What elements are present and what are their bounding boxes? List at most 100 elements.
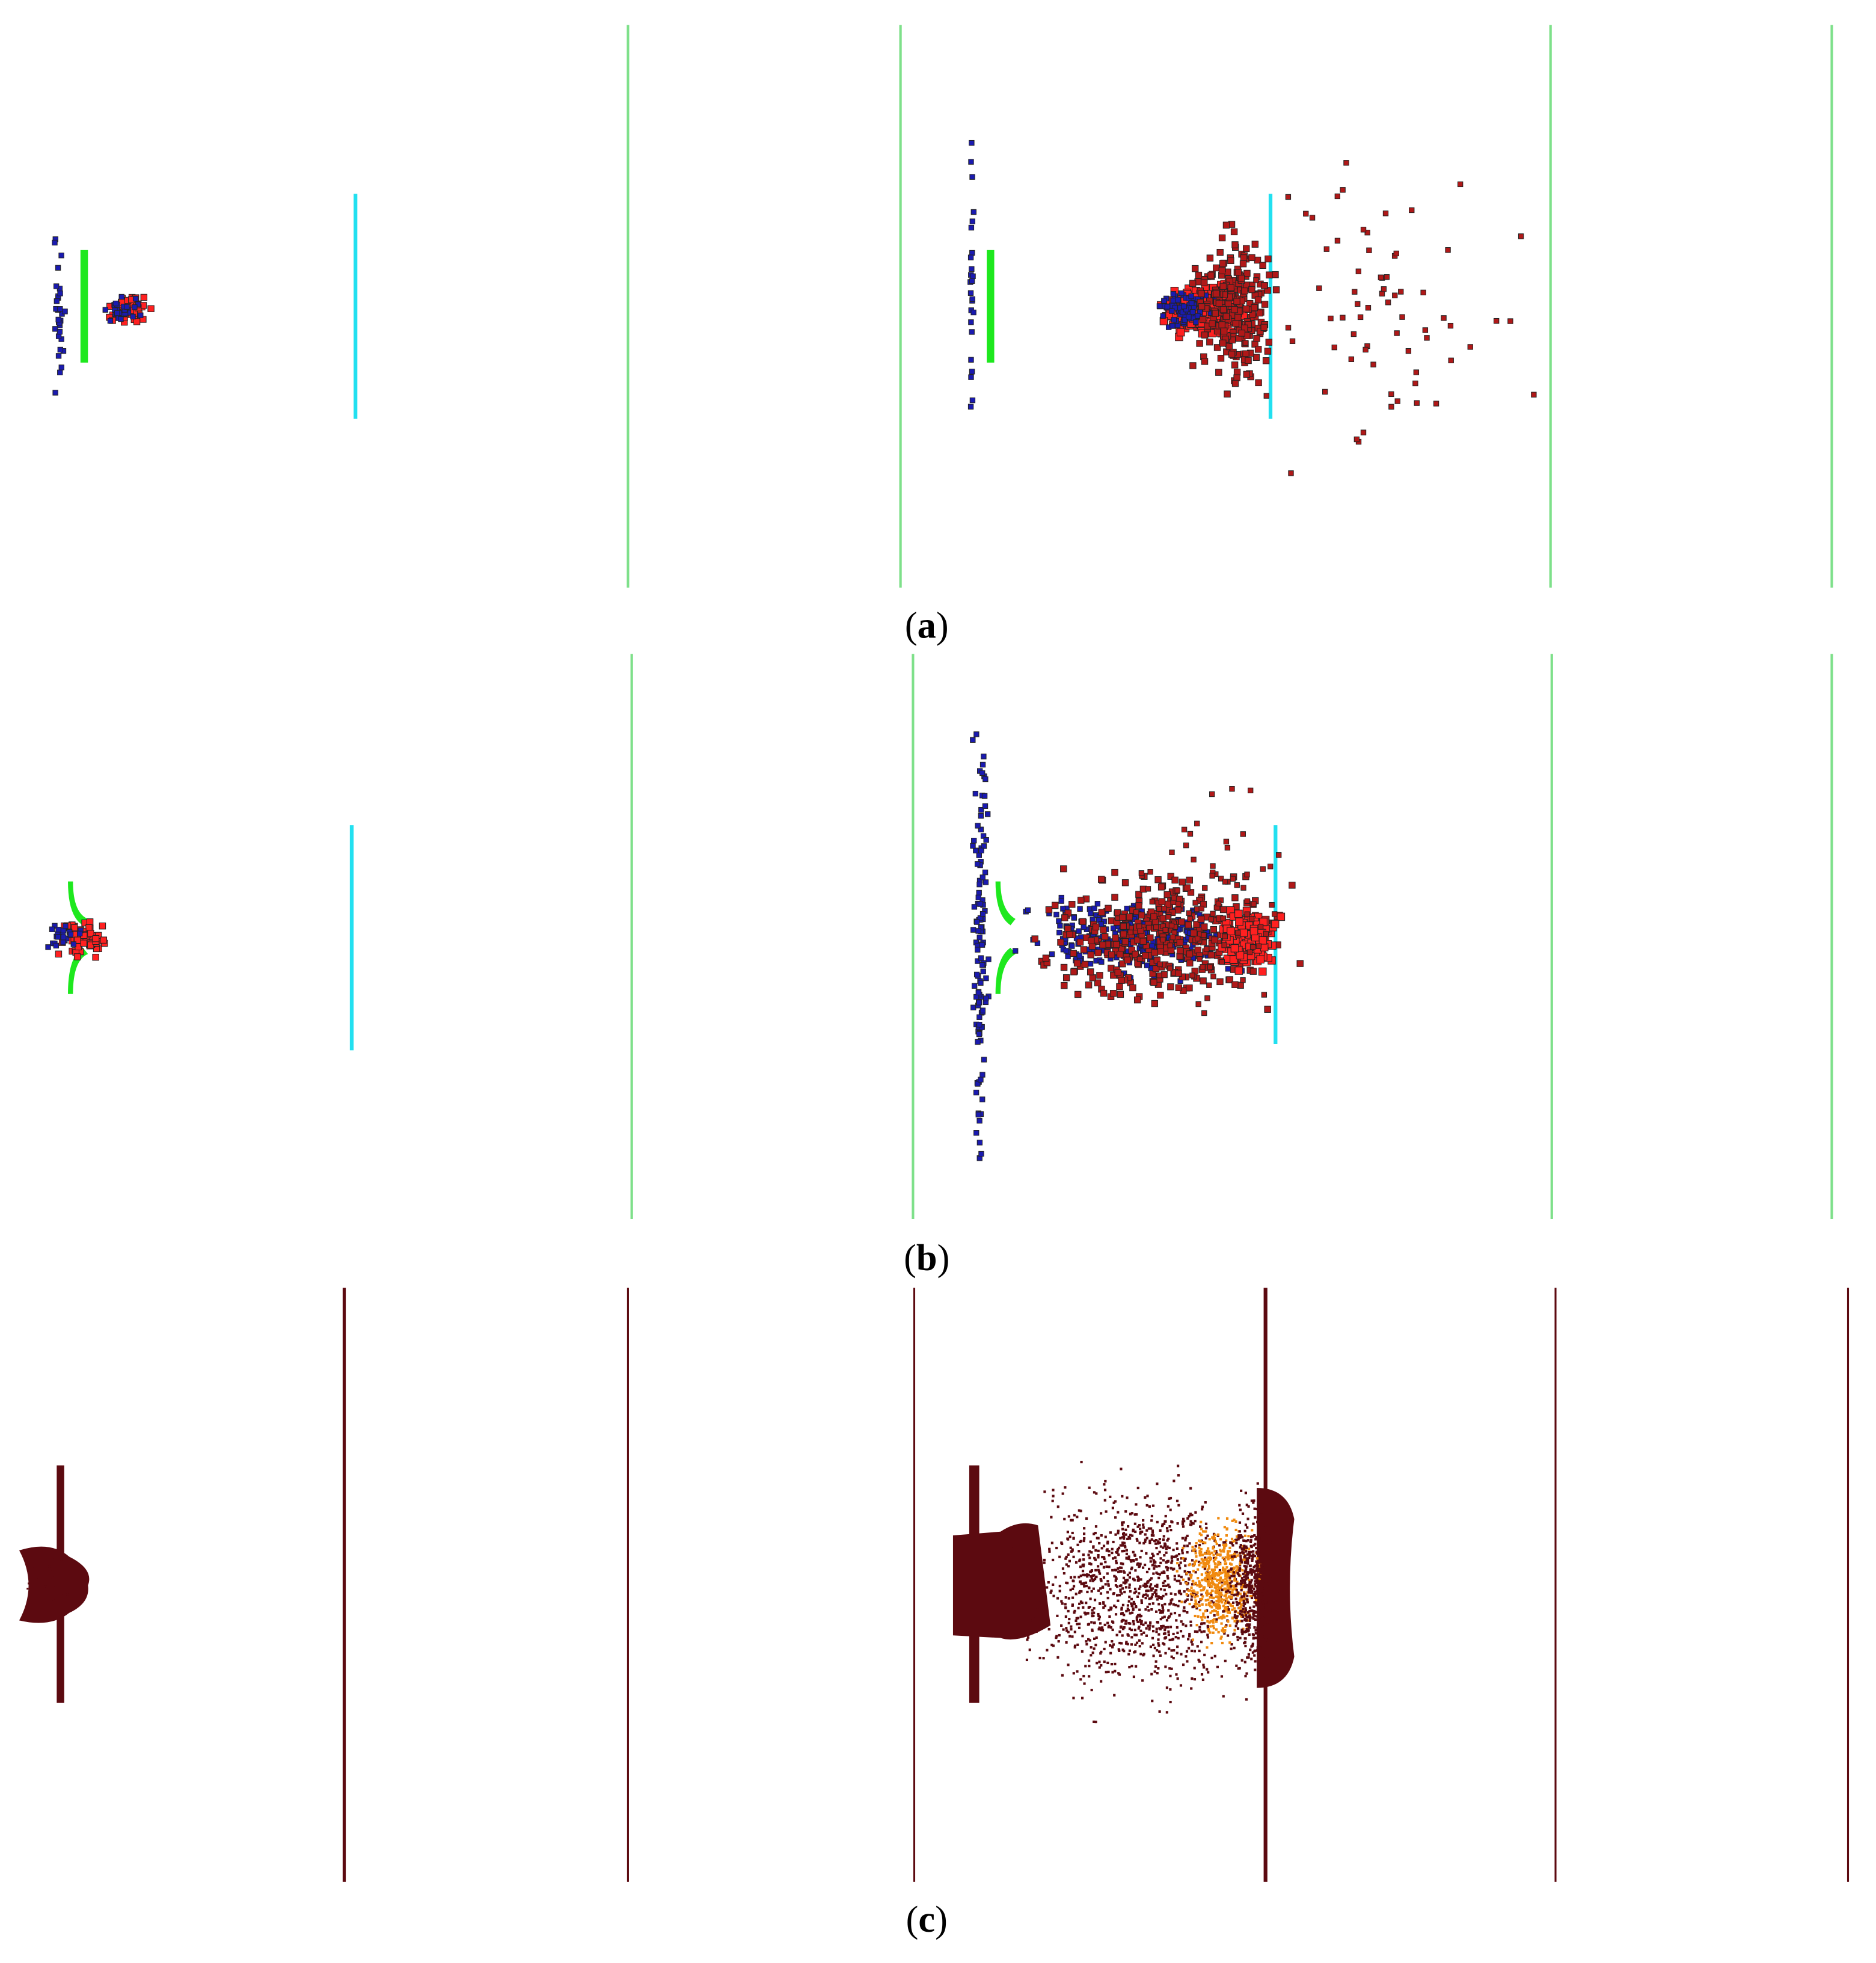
particle bbox=[1120, 1467, 1123, 1470]
particle bbox=[1212, 1574, 1215, 1577]
particle bbox=[1150, 1608, 1153, 1611]
particle bbox=[1206, 1590, 1209, 1593]
particle bbox=[1254, 1585, 1257, 1588]
particle bbox=[1144, 962, 1150, 968]
particle bbox=[1122, 1532, 1125, 1536]
particle bbox=[1105, 1510, 1108, 1513]
particle bbox=[1206, 1636, 1210, 1639]
particle bbox=[1241, 1568, 1244, 1572]
particle bbox=[1234, 1624, 1237, 1627]
particle bbox=[1243, 1591, 1246, 1594]
particle bbox=[1230, 1596, 1233, 1599]
particle bbox=[1076, 928, 1082, 934]
particle bbox=[1137, 1579, 1140, 1582]
particle bbox=[1253, 1654, 1256, 1657]
particle bbox=[975, 989, 982, 995]
particle bbox=[1263, 931, 1269, 937]
particle bbox=[1085, 1517, 1088, 1520]
particle bbox=[1191, 1546, 1194, 1549]
particle bbox=[981, 793, 988, 799]
particle bbox=[1138, 1524, 1141, 1527]
particle bbox=[1082, 1540, 1085, 1543]
particle bbox=[1248, 1626, 1251, 1629]
particle bbox=[1252, 1633, 1255, 1636]
particle bbox=[1234, 930, 1241, 936]
particle bbox=[1168, 1647, 1171, 1650]
particle bbox=[1071, 1519, 1074, 1522]
particle bbox=[1071, 1635, 1074, 1638]
particle bbox=[1189, 1620, 1192, 1623]
particle bbox=[1258, 1678, 1261, 1681]
particle bbox=[1060, 1600, 1063, 1603]
particle bbox=[1020, 1544, 1023, 1547]
particle bbox=[1070, 1628, 1073, 1631]
particle bbox=[1238, 1568, 1241, 1571]
particle bbox=[1083, 1527, 1086, 1530]
particle bbox=[1193, 1561, 1197, 1564]
particle bbox=[1136, 923, 1142, 929]
particle bbox=[1174, 1636, 1177, 1639]
particle bbox=[1213, 1614, 1216, 1617]
particle bbox=[1052, 1488, 1055, 1491]
particle bbox=[1173, 1574, 1176, 1577]
particle bbox=[1114, 1568, 1117, 1571]
particle bbox=[1234, 269, 1242, 276]
particle bbox=[982, 869, 989, 876]
particle bbox=[970, 273, 976, 280]
particle bbox=[1208, 1571, 1212, 1574]
particle bbox=[1176, 1558, 1179, 1561]
particle bbox=[1171, 876, 1179, 884]
particle bbox=[1128, 1586, 1131, 1589]
particle bbox=[1189, 1520, 1192, 1523]
particle bbox=[1066, 1537, 1069, 1540]
particle bbox=[1103, 1605, 1106, 1608]
particle bbox=[47, 1581, 49, 1584]
particle bbox=[1103, 1499, 1106, 1502]
particle bbox=[1113, 1694, 1116, 1697]
particle bbox=[1090, 1621, 1093, 1624]
particle bbox=[1114, 909, 1121, 917]
particle bbox=[1221, 1615, 1224, 1618]
particle bbox=[1188, 1542, 1191, 1545]
particle bbox=[1124, 1533, 1127, 1536]
particle bbox=[1082, 1606, 1085, 1609]
particle bbox=[1126, 1573, 1130, 1576]
particle bbox=[1196, 1584, 1199, 1587]
particle bbox=[1150, 1583, 1153, 1586]
particle bbox=[66, 1593, 69, 1596]
particle bbox=[1138, 870, 1145, 876]
particle bbox=[1057, 1640, 1060, 1643]
particle bbox=[73, 1573, 75, 1576]
particle bbox=[1138, 1639, 1141, 1642]
particle bbox=[1251, 901, 1257, 908]
particle bbox=[1207, 1599, 1210, 1602]
particle bbox=[1191, 1677, 1194, 1680]
particle bbox=[1184, 1599, 1188, 1602]
particle bbox=[1218, 1570, 1221, 1574]
particle bbox=[1239, 1552, 1242, 1555]
particle bbox=[1267, 1591, 1270, 1594]
particle bbox=[1147, 934, 1154, 941]
particle bbox=[1108, 1609, 1111, 1612]
particle bbox=[1235, 1541, 1238, 1544]
particle bbox=[1084, 1581, 1088, 1584]
particle bbox=[1218, 1568, 1221, 1572]
particle bbox=[1203, 1622, 1206, 1625]
particle bbox=[44, 1551, 46, 1553]
particle bbox=[1176, 1631, 1179, 1635]
particle bbox=[1079, 1565, 1082, 1568]
particle bbox=[1115, 1561, 1118, 1565]
particle bbox=[1157, 1565, 1161, 1568]
particle bbox=[1169, 1496, 1172, 1500]
particle bbox=[1227, 1608, 1230, 1611]
particle bbox=[1243, 1597, 1246, 1600]
particle bbox=[976, 1140, 983, 1146]
particle bbox=[1254, 1660, 1257, 1663]
particle bbox=[1213, 1572, 1216, 1575]
particle bbox=[1233, 1614, 1236, 1617]
particle bbox=[1100, 1650, 1103, 1653]
particle bbox=[1263, 1594, 1267, 1597]
particle bbox=[1045, 906, 1053, 914]
particle bbox=[1150, 1588, 1153, 1591]
